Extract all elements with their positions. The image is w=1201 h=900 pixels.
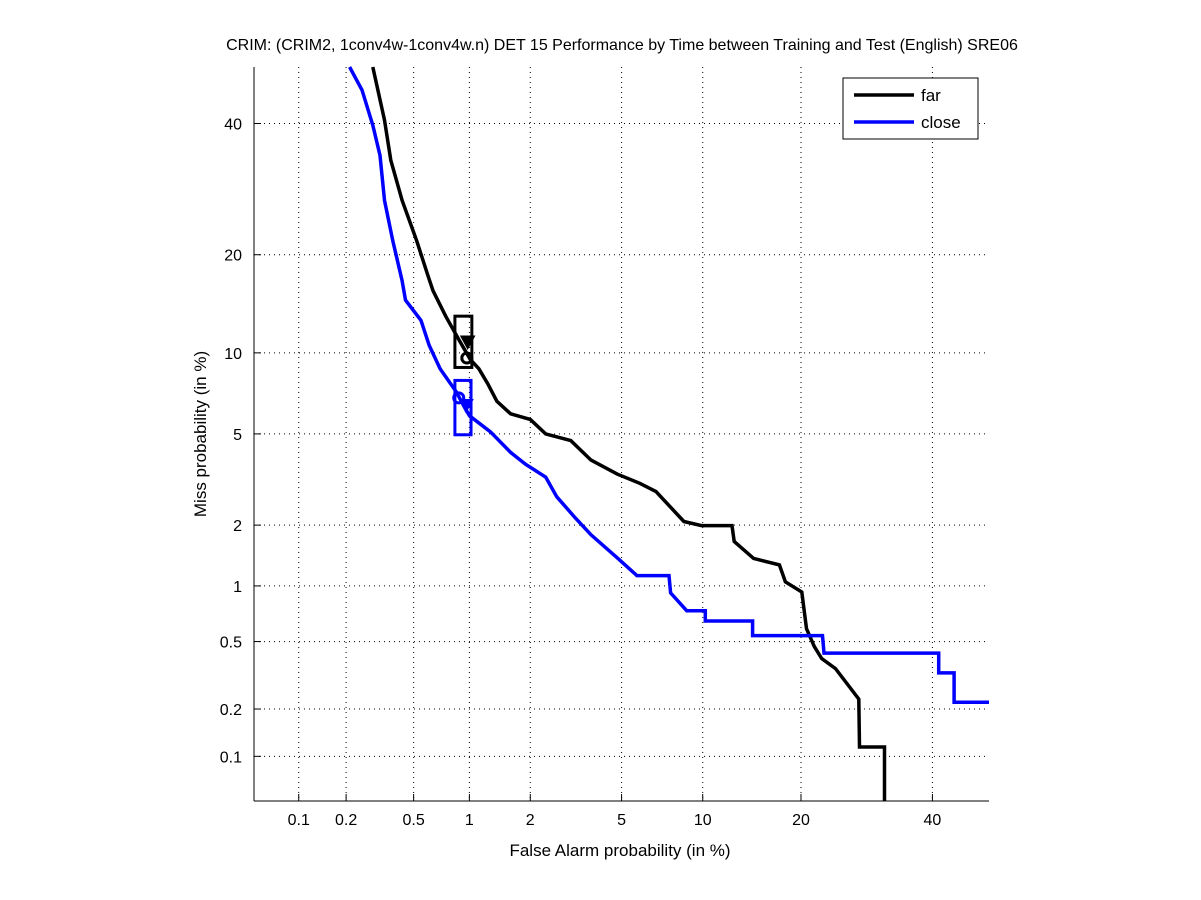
legend: far close [842,77,979,140]
det-curve-close [348,66,989,705]
y-tick-label: 5 [233,427,242,444]
x-axis-label: False Alarm probability (in %) [509,841,730,860]
min-dcf-marker-far [459,335,476,351]
y-axis-label: Miss probability (in %) [191,351,210,517]
y-tick-label: 2 [233,518,242,535]
y-tick-label: 0.1 [220,749,242,766]
y-tick-label: 1 [233,579,242,596]
det-curves [348,66,989,801]
x-tick-label: 10 [694,812,712,829]
y-tick-label: 40 [224,117,242,134]
legend-label-far: far [921,86,941,105]
x-tick-labels: 0.1 0.2 0.5 1 2 5 10 20 40 [288,812,942,829]
x-tick-label: 5 [617,812,626,829]
axes [253,67,989,802]
dcf-markers [452,314,476,437]
x-tick-label: 2 [526,812,535,829]
x-tick-label: 1 [465,812,474,829]
act-dcf-marker-close [452,391,466,405]
x-tick-label: 20 [792,812,810,829]
x-tick-label: 40 [924,812,942,829]
y-tick-label: 10 [224,346,242,363]
grid-lines [254,67,989,801]
det-curve-far [371,66,887,801]
dcf-box-close [453,378,473,437]
x-tick-label: 0.1 [288,812,310,829]
y-tick-label: 0.5 [220,635,242,652]
x-tick-label: 0.5 [403,812,425,829]
x-tick-label: 0.2 [335,812,357,829]
chart-title: CRIM: (CRIM2, 1conv4w-1conv4w.n) DET 15 … [226,37,1018,54]
y-tick-label: 0.2 [220,702,242,719]
y-tick-labels: 0.1 0.2 0.5 1 2 5 10 20 40 [220,117,242,767]
y-tick-label: 20 [224,248,242,265]
act-dcf-marker-far [460,351,474,365]
legend-box [842,77,979,140]
legend-label-close: close [921,113,961,132]
